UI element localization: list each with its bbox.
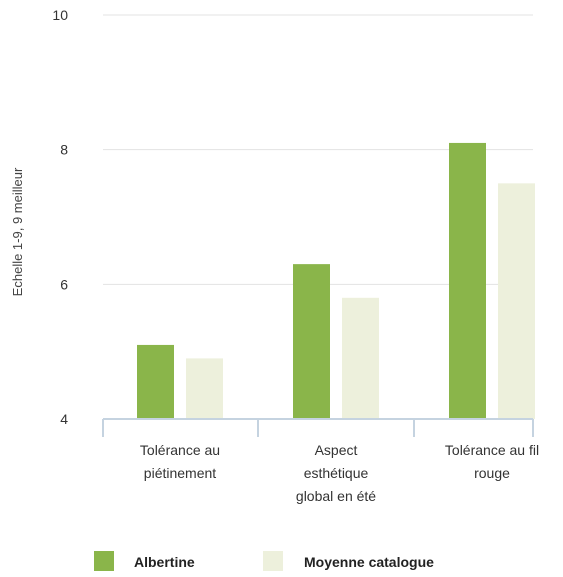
y-tick-labels: 4 6 8 10 bbox=[52, 7, 68, 427]
legend-label: Moyenne catalogue bbox=[304, 554, 434, 570]
category-label-line: esthétique bbox=[304, 465, 369, 481]
bars bbox=[137, 142, 535, 419]
legend: Albertine Moyenne catalogue bbox=[94, 551, 434, 571]
bar-series-1 bbox=[293, 264, 330, 419]
category-label-line: Aspect bbox=[315, 442, 358, 458]
x-axis bbox=[102, 418, 534, 437]
category-label-line: Tolérance au fil bbox=[445, 442, 539, 458]
legend-swatch bbox=[263, 551, 283, 571]
category-labels: Tolérance au piétinement Aspect esthétique g… bbox=[140, 442, 539, 504]
y-tick-label: 6 bbox=[60, 276, 68, 292]
category-label-line: rouge bbox=[474, 465, 510, 481]
y-axis-title: Echelle 1-9, 9 meilleur bbox=[10, 167, 25, 296]
category-label-line: global en été bbox=[296, 488, 376, 504]
bar-series-2 bbox=[186, 358, 223, 419]
bar-series-1 bbox=[449, 142, 486, 419]
bar-series-2 bbox=[498, 183, 535, 419]
legend-swatch bbox=[94, 551, 114, 571]
category-label-line: Tolérance au bbox=[140, 442, 220, 458]
category-label: Tolérance au fil rouge bbox=[445, 442, 539, 481]
category-label: Aspect esthétique global en été bbox=[296, 442, 376, 504]
category-label-line: piétinement bbox=[144, 465, 216, 481]
category-label: Tolérance au piétinement bbox=[140, 442, 220, 481]
y-tick-label: 8 bbox=[60, 142, 68, 158]
bar-series-2 bbox=[342, 297, 379, 419]
y-tick-label: 4 bbox=[60, 411, 68, 427]
bar-series-1 bbox=[137, 344, 174, 419]
legend-label: Albertine bbox=[134, 554, 195, 570]
y-tick-label: 10 bbox=[52, 7, 68, 23]
